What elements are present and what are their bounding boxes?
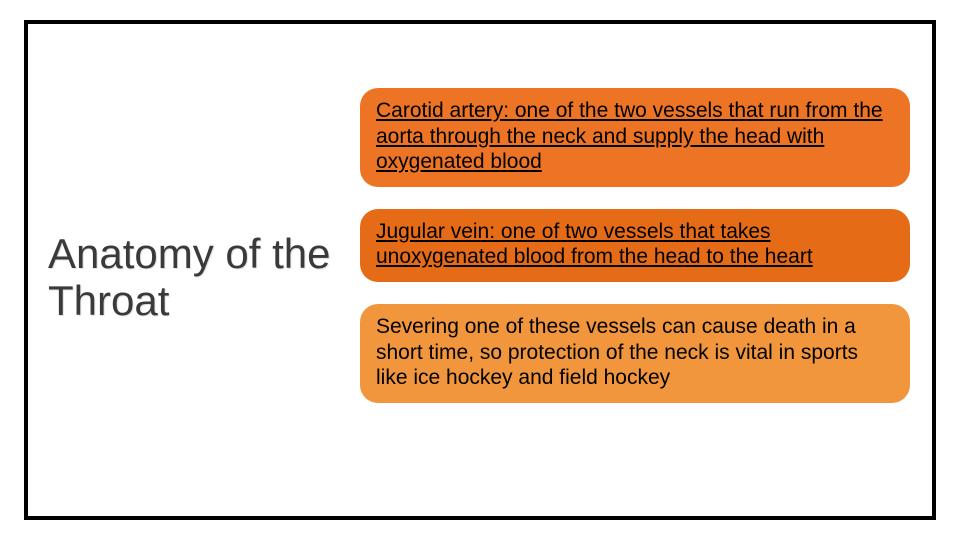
slide-title: Anatomy of the Throat <box>48 230 348 324</box>
box-jugular: Jugular vein: one of two vessels that ta… <box>360 209 910 282</box>
content-boxes: Carotid artery: one of the two vessels t… <box>360 88 910 403</box>
box-severing: Severing one of these vessels can cause … <box>360 304 910 403</box>
box-carotid: Carotid artery: one of the two vessels t… <box>360 88 910 187</box>
slide-frame: Anatomy of the Throat Carotid artery: on… <box>24 20 936 520</box>
